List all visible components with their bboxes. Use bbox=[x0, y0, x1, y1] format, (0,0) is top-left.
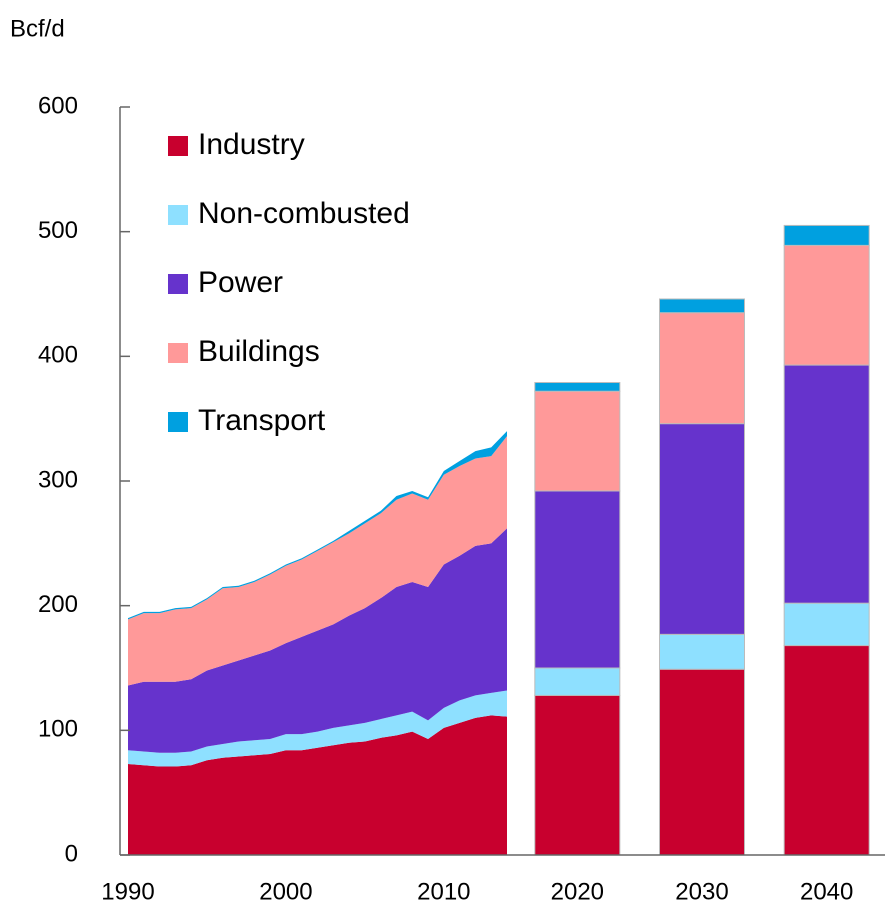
x-tick-label: 2000 bbox=[259, 878, 312, 905]
bar-segment bbox=[534, 667, 621, 696]
bar-segment bbox=[659, 668, 745, 856]
area bbox=[128, 715, 507, 855]
y-tick-label: 600 bbox=[38, 92, 78, 119]
bar-segment bbox=[783, 602, 870, 647]
bar-segment bbox=[783, 645, 870, 856]
area bbox=[128, 436, 507, 686]
x-tick-label: 2040 bbox=[800, 878, 853, 905]
bar-segment bbox=[659, 633, 745, 670]
bar-segment bbox=[783, 364, 870, 604]
bar-segment bbox=[534, 382, 621, 392]
bar-segment bbox=[783, 244, 870, 366]
legend-label: Industry bbox=[198, 128, 305, 161]
y-tick-label: 200 bbox=[38, 591, 78, 618]
y-tick-label: 500 bbox=[38, 217, 78, 244]
area bbox=[128, 690, 507, 767]
legend-swatch bbox=[168, 412, 188, 432]
bar-segment bbox=[534, 390, 621, 492]
bar-segment bbox=[534, 490, 621, 669]
legend-label: Transport bbox=[198, 404, 326, 437]
y-tick-label: 300 bbox=[38, 466, 78, 493]
area bbox=[128, 528, 507, 753]
x-tick-label: 1990 bbox=[101, 878, 154, 905]
bar-segment bbox=[783, 224, 870, 246]
y-tick-label: 400 bbox=[38, 342, 78, 369]
x-tick-label: 2010 bbox=[417, 878, 470, 905]
legend-swatch bbox=[168, 343, 188, 363]
legend-label: Buildings bbox=[198, 335, 320, 368]
bar-segment bbox=[659, 312, 745, 425]
bar-segment bbox=[534, 694, 621, 856]
bar-segment bbox=[659, 423, 745, 635]
y-tick-label: 100 bbox=[38, 716, 78, 743]
legend-swatch bbox=[168, 205, 188, 225]
legend-swatch bbox=[168, 274, 188, 294]
bar-segment bbox=[659, 298, 745, 314]
legend-label: Non-combusted bbox=[198, 197, 410, 230]
legend-swatch bbox=[168, 136, 188, 156]
x-tick-label: 2020 bbox=[551, 878, 604, 905]
y-tick-label: 0 bbox=[65, 840, 78, 867]
x-tick-label: 2030 bbox=[675, 878, 728, 905]
y-axis-label: Bcf/d bbox=[10, 15, 65, 42]
legend-label: Power bbox=[198, 266, 283, 299]
